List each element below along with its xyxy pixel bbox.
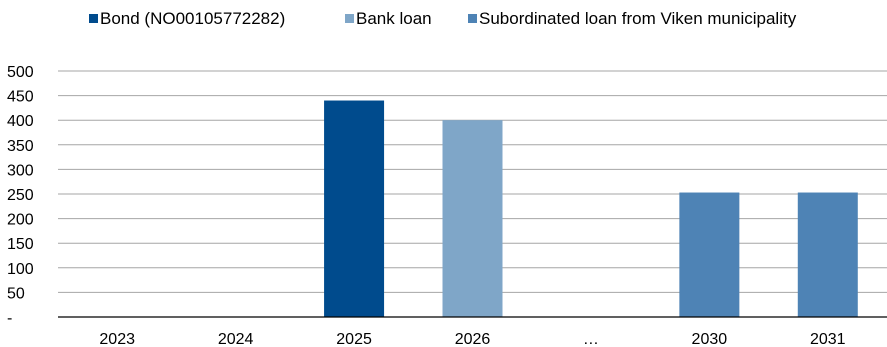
y-tick-label-2: 100 — [7, 261, 34, 278]
bar-2-5 — [679, 192, 740, 317]
y-tick-label-1: 50 — [7, 285, 25, 302]
legend-label-0: Bond (NO00105772282) — [100, 9, 285, 28]
chart-legend: Bond (NO00105772282) Bank loan Subordinate… — [89, 9, 797, 28]
legend-swatch-2 — [468, 14, 477, 23]
x-tick-label-0: 2023 — [99, 331, 135, 347]
x-tick-label-2: 2025 — [336, 331, 372, 347]
y-tick-label-4: 200 — [7, 212, 34, 229]
y-tick-label-8: 400 — [7, 113, 34, 130]
bar-0-2 — [324, 100, 385, 318]
y-tick-label-0: - — [7, 310, 12, 327]
legend-swatch-0 — [89, 14, 98, 23]
x-tick-label-5: 2030 — [692, 331, 728, 347]
legend-swatch-1 — [345, 14, 354, 23]
y-tick-label-5: 250 — [7, 187, 34, 204]
bars — [324, 100, 858, 318]
y-tick-label-7: 350 — [7, 138, 34, 155]
x-tick-label-6: 2031 — [810, 331, 846, 347]
bar-2-6 — [797, 192, 858, 317]
y-tick-label-3: 150 — [7, 236, 34, 253]
x-tick-label-3: 2026 — [455, 331, 491, 347]
bar-1-3 — [442, 120, 503, 317]
y-axis: - 50 100 150 200 250 300 350 400 450 500 — [7, 64, 34, 327]
x-tick-label-1: 2024 — [218, 331, 254, 347]
legend-label-2: Subordinated loan from Viken municipalit… — [479, 9, 797, 28]
x-axis: 2023 2024 2025 2026 … 2030 2031 — [58, 316, 887, 347]
legend-label-1: Bank loan — [356, 9, 432, 28]
x-tick-label-4: … — [583, 331, 599, 347]
y-tick-label-9: 450 — [7, 89, 34, 106]
y-tick-label-6: 300 — [7, 162, 34, 179]
y-tick-label-10: 500 — [7, 64, 34, 81]
